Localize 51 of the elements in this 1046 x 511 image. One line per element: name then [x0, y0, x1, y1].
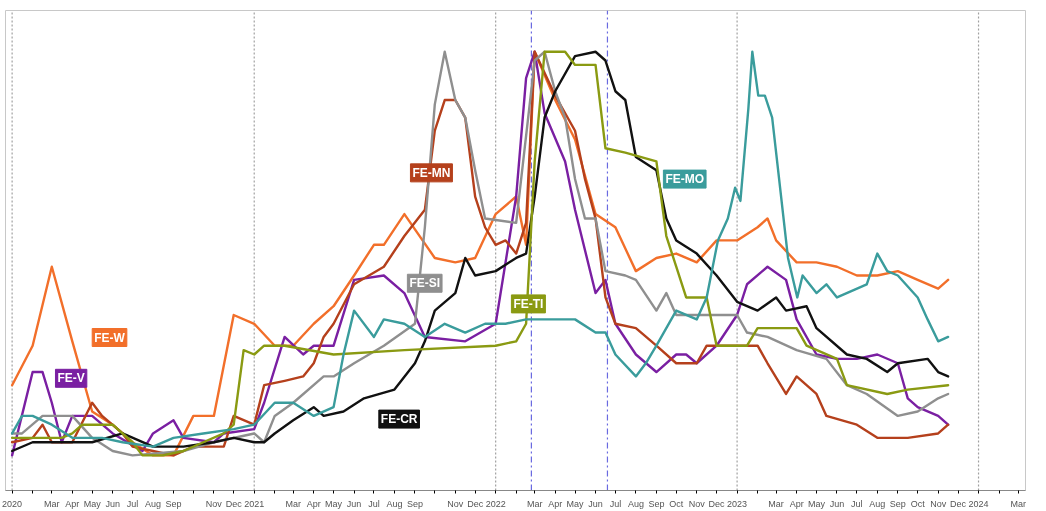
x-tick-label: Jul [609, 498, 622, 509]
x-tick-label: 2024 [968, 498, 989, 509]
x-tick-label: Aug [145, 498, 162, 509]
x-tick-label: Dec [708, 498, 726, 509]
x-tick-label: Mar [285, 498, 301, 509]
x-tick-label: Oct [669, 498, 684, 509]
series-label: FE-SI [409, 276, 441, 291]
x-tick-label: 2023 [727, 498, 748, 509]
x-tick-label: Dec [225, 498, 243, 509]
series-label: FE-W [94, 330, 126, 345]
x-tick-label: Mar [1010, 498, 1026, 509]
x-tick-label: Sep [406, 498, 423, 509]
x-tick-label: Aug [386, 498, 403, 509]
x-tick-label: Sep [889, 498, 906, 509]
series-label: FE-V [57, 371, 85, 386]
x-tick-label: May [807, 498, 826, 509]
x-tick-label: Jun [588, 498, 603, 509]
x-tick-label: Nov [205, 498, 223, 509]
x-tick-label: Apr [65, 498, 80, 509]
x-tick-label: 2020 [2, 498, 23, 509]
x-tick-label: Dec [950, 498, 967, 509]
x-tick-label: Oct [910, 498, 926, 509]
x-tick-label: Aug [627, 498, 644, 509]
x-tick-label: May [566, 498, 585, 509]
x-tick-label: Sep [165, 498, 182, 509]
x-tick-label: Jun [346, 498, 362, 509]
x-tick-label: 2022 [485, 498, 506, 509]
series-label: FE-TI [513, 296, 544, 311]
text: FE-MO [665, 172, 705, 187]
x-tick-label: Jun [105, 498, 120, 509]
x-tick-label: Apr [306, 498, 321, 509]
x-tick-label: Nov [447, 498, 464, 509]
series-label: FE-CR [380, 412, 418, 427]
x-tick-label: Nov [930, 498, 947, 509]
x-tick-label: Dec [467, 498, 484, 509]
x-tick-label: Apr [548, 498, 563, 509]
x-tick-label: Mar [44, 498, 60, 509]
x-tick-label: Mar [526, 498, 543, 509]
x-tick-label: Nov [688, 498, 706, 509]
x-tick-label: Jul [126, 498, 139, 509]
x-tick-label: May [83, 498, 102, 509]
x-tick-label: Jun [829, 498, 845, 509]
x-tick-label: 2021 [244, 498, 265, 509]
x-tick-label: Sep [648, 498, 665, 509]
x-tick-label: Jul [851, 498, 863, 509]
x-tick-label: Jul [368, 498, 380, 509]
x-tick-label: Mar [768, 498, 784, 509]
x-tick-label: May [325, 498, 343, 509]
x-tick-label: Apr [789, 498, 804, 509]
series-label: FE-MN [412, 165, 451, 180]
x-tick-label: Aug [869, 498, 886, 509]
